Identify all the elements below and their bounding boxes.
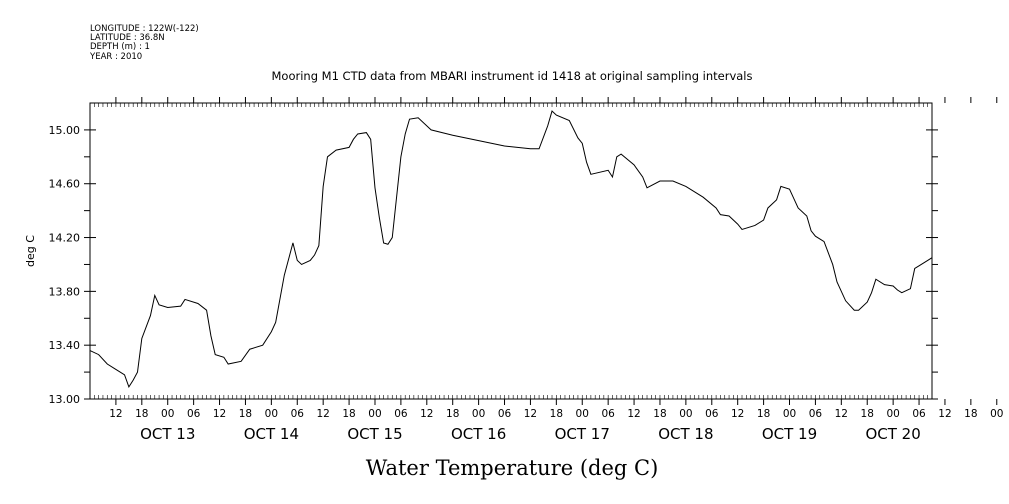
- x-tick-label: 18: [653, 408, 666, 420]
- minor-hour-ticks: [89, 103, 933, 399]
- x-tick-label: 06: [187, 408, 201, 420]
- x-tick-label: 06: [705, 408, 719, 420]
- x-tick-label: 00: [679, 408, 692, 420]
- x-axis: 12 18 00 06 12 18 00 06 12 18 00 06 12 18 00 06 12 18 00 06…: [109, 97, 1003, 443]
- x-tick-label: 18: [861, 408, 874, 420]
- x-tick-label: 00: [368, 408, 381, 420]
- x-tick-label: 18: [964, 408, 977, 420]
- y-tick-label: 14.20: [49, 232, 81, 245]
- y-tick-label: 14.60: [49, 178, 81, 191]
- header-block: LONGITUDE : 122W(-122) LATITUDE : 36.8N …: [89, 24, 199, 62]
- x-tick-label: 12: [627, 408, 640, 420]
- x-tick-label: 00: [576, 408, 589, 420]
- chart-title: Mooring M1 CTD data from MBARI instrumen…: [272, 69, 753, 83]
- x-tick-label: 12: [731, 408, 744, 420]
- x-tick-label: 12: [938, 408, 951, 420]
- minor-ticks: [89, 103, 933, 399]
- x-tick-label: 00: [472, 408, 485, 420]
- x-day-label: OCT 18: [658, 425, 713, 443]
- y-tick-label: 15.00: [49, 124, 81, 137]
- x-day-label: OCT 19: [762, 425, 817, 443]
- x-tick-label: 06: [601, 408, 615, 420]
- header-year: YEAR : 2010: [89, 52, 142, 62]
- x-tick-label: 12: [316, 408, 329, 420]
- x-tick-label: 18: [239, 408, 252, 420]
- x-day-label: OCT 13: [140, 425, 195, 443]
- x-tick-label: 00: [265, 408, 278, 420]
- x-tick-label: 12: [524, 408, 537, 420]
- x-tick-label: 12: [213, 408, 226, 420]
- x-tick-label: 06: [912, 408, 926, 420]
- header-latitude: LATITUDE : 36.8N: [90, 33, 165, 43]
- series-line-water-temperature: [89, 110, 933, 389]
- x-day-label: OCT 15: [347, 425, 402, 443]
- plot-frame: [89, 102, 933, 400]
- x-tick-label: 18: [550, 408, 563, 420]
- y-tick-label: 13.80: [49, 285, 81, 298]
- x-axis-label: Water Temperature (deg C): [366, 456, 659, 480]
- y-tick-label: 13.00: [49, 393, 81, 406]
- x-tick-label: 12: [420, 408, 433, 420]
- x-tick-label: 06: [498, 408, 512, 420]
- x-tick-label: 12: [109, 408, 122, 420]
- x-tick-label: 18: [757, 408, 770, 420]
- x-tick-label: 06: [809, 408, 823, 420]
- y-axis-label: deg C: [24, 235, 37, 267]
- y-axis: 13.00 13.40 13.80 14.20 14.60 15.00: [49, 124, 938, 406]
- x-day-label: OCT 17: [555, 425, 610, 443]
- x-day-label: OCT 20: [865, 425, 920, 443]
- x-day-label: OCT 16: [451, 425, 506, 443]
- header-longitude: LONGITUDE : 122W(-122): [90, 24, 199, 34]
- y-tick-label: 13.40: [49, 339, 81, 352]
- x-tick-label: 12: [835, 408, 848, 420]
- x-tick-label: 06: [291, 408, 305, 420]
- header-depth: DEPTH (m) : 1: [90, 42, 150, 52]
- x-tick-label: 00: [886, 408, 899, 420]
- x-tick-label: 00: [990, 408, 1003, 420]
- x-tick-label: 18: [446, 408, 459, 420]
- x-tick-label: 18: [342, 408, 355, 420]
- x-day-label: OCT 14: [244, 425, 299, 443]
- x-tick-label: 18: [135, 408, 148, 420]
- x-tick-label: 06: [394, 408, 408, 420]
- x-tick-label: 00: [161, 408, 174, 420]
- x-tick-label: 00: [783, 408, 796, 420]
